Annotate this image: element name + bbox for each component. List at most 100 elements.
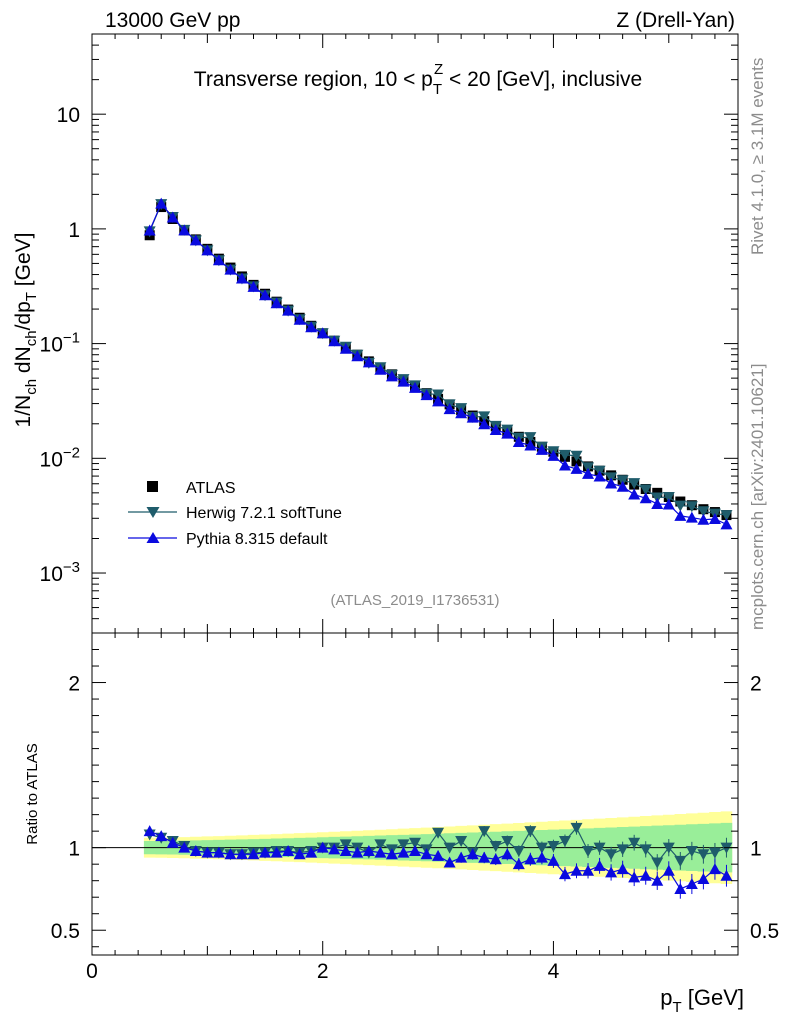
pythia-point [362,356,375,368]
x-axis-title: pT [GeV] [660,985,744,1016]
herwig-ratio-point [628,837,641,849]
herwig-point [639,484,652,496]
ratio-y-axis-title: Ratio to ATLAS [24,743,41,844]
pythia-point [270,297,283,309]
pythia-point [385,370,398,382]
main-series [143,197,733,530]
pythia-point [305,321,318,333]
pythia-point [616,480,629,492]
herwig-point [582,462,595,474]
pythia-ratio-point [305,846,318,858]
herwig-ratio-point [397,839,410,851]
pythia-line [149,202,727,525]
pythia-point [466,411,479,423]
pythia-ratio-point [674,882,687,894]
pythia-point [547,449,560,461]
herwig-ratio-point [639,844,652,856]
herwig-ratio-point [616,844,629,856]
pythia-ratio-point [720,869,733,881]
pythia-ratio-point [385,848,398,860]
pythia-point [189,234,202,246]
pythia-point [489,423,502,435]
pythia-point [558,459,571,471]
herwig-point [674,500,687,512]
pythia-point [224,263,237,275]
pythia-point [351,350,364,362]
legend-label-pythia: Pythia 8.315 default [186,531,328,548]
main-ticks [91,33,739,634]
herwig-ratio-point [708,847,721,859]
x-tick-label: 2 [317,960,329,983]
herwig-ratio-point [558,836,571,848]
legend: ATLAS Herwig 7.2.1 softTune Pythia 8.315… [128,480,342,548]
pythia-ratio-point [178,841,191,853]
y-tick-label: 10−3 [40,559,80,586]
pythia-point [282,304,295,316]
pythia-ratio-point [235,848,248,860]
pythia-point [339,342,352,354]
pythia-point [166,211,179,223]
herwig-ratio-point [432,827,445,839]
pythia-ratio-point [339,844,352,856]
pythia-point [143,224,156,236]
site-label: mcplots.cern.ch [arXiv:2401.10621] [748,364,767,630]
pythia-point [697,513,710,525]
herwig-point [570,450,583,462]
herwig-ratio-point [443,842,456,854]
herwig-ratio-point [512,845,525,857]
y-tick-label: 1 [68,219,80,242]
pythia-ratio-point [155,830,168,842]
herwig-point [720,510,733,522]
herwig-line [149,203,727,516]
ratio-y-tick-label-right: 1 [750,838,762,861]
pythia-point [397,375,410,387]
pythia-ratio-point [397,846,410,858]
pythia-ratio-point [512,858,525,870]
herwig-ratio-point [478,826,491,838]
pythia-point [570,462,583,474]
pythia-ratio-point [420,848,433,860]
legend-label-herwig: Herwig 7.2.1 softTune [186,505,342,522]
pythia-point [328,335,341,347]
ratio-frame [91,632,739,956]
pythia-point [639,492,652,504]
herwig-point [662,491,675,503]
y-tick-label: 10−1 [40,330,80,357]
pythia-point [443,403,456,415]
header-right-title: Z (Drell-Yan) [616,9,735,32]
herwig-point [628,478,641,490]
pythia-ratio-point [409,844,421,856]
ratio-y-tick-label-right: 0.5 [750,920,779,943]
pythia-ratio-point [293,848,306,860]
herwig-ratio-point [339,839,352,851]
pythia-ratio-point [478,851,491,863]
pythia-point [155,197,168,209]
pythia-point [651,497,664,509]
herwig-ratio-point [547,841,560,853]
pythia-point [374,363,387,375]
pythia-ratio-point [570,864,583,876]
pythia-point [432,395,445,407]
pythia-point [535,443,548,455]
herwig-point [558,449,571,461]
x-tick-label: 0 [86,960,98,983]
legend-label-atlas: ATLAS [186,480,236,497]
ratio-series [143,821,733,899]
pythia-ratio-point [489,853,502,865]
pythia-point [628,488,641,500]
pythia-point [501,427,514,439]
rivet-label: Rivet 4.1.0, ≥ 3.1M events [748,58,767,255]
pythia-ratio-point [212,846,225,858]
pythia-ratio-point [697,873,710,885]
x-tick-label: 4 [548,960,560,983]
pythia-point [662,498,675,510]
y-tick-label: 10−2 [40,444,80,471]
herwig-point [685,501,698,513]
y-axis-title: 1/Nch dNch/dpT [GeV] [12,233,40,428]
pythia-point [455,407,468,419]
pythia-point [235,272,248,284]
ratio-y-tick-label-right: 2 [750,673,762,696]
pythia-ratio-point [224,848,237,860]
pythia-ratio-point [708,863,721,875]
pythia-point [720,518,733,530]
